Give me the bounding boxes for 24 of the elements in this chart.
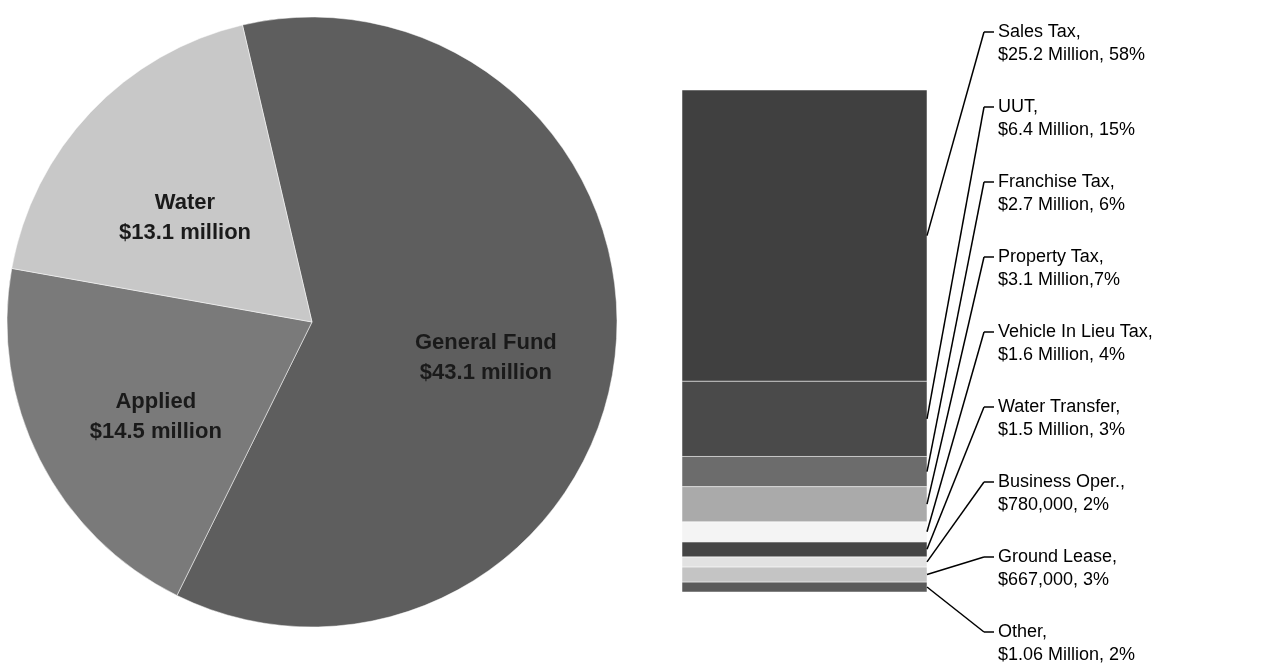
data-label: $1.6 Million, 4%: [998, 344, 1126, 364]
text: Vehicle In Lieu Tax,: [998, 321, 1153, 341]
slice-label: General Fund: [414, 328, 557, 354]
text: Water Transfer,: [998, 396, 1121, 416]
text: Ground Lease,: [998, 546, 1118, 566]
text: Franchise Tax,: [998, 171, 1115, 191]
data-label: $1.06 Million, 2%: [998, 644, 1136, 664]
slice-label: Water: [154, 188, 216, 214]
data-label: $3.1 Million,7%: [998, 269, 1121, 289]
data-label: $1.5 Million, 3%: [998, 419, 1126, 439]
data-label: $780,000, 2%: [998, 494, 1110, 514]
slice-label: Applied: [115, 387, 197, 413]
data-label: $2.7 Million, 6%: [998, 194, 1126, 214]
text: UUT,: [998, 96, 1038, 116]
text: Sales Tax,: [998, 21, 1081, 41]
data-label: $25.2 Million, 58%: [998, 44, 1146, 64]
text: Business Oper.,: [998, 471, 1126, 491]
data-label: $6.4 Million, 15%: [998, 119, 1136, 139]
text: Property Tax,: [998, 246, 1104, 266]
text: Other,: [998, 621, 1048, 641]
data-label: $43.1 million: [419, 358, 552, 384]
data-label: $14.5 million: [89, 417, 222, 443]
data-label: $13.1 million: [118, 218, 252, 244]
data-label: $667,000, 3%: [998, 569, 1110, 589]
